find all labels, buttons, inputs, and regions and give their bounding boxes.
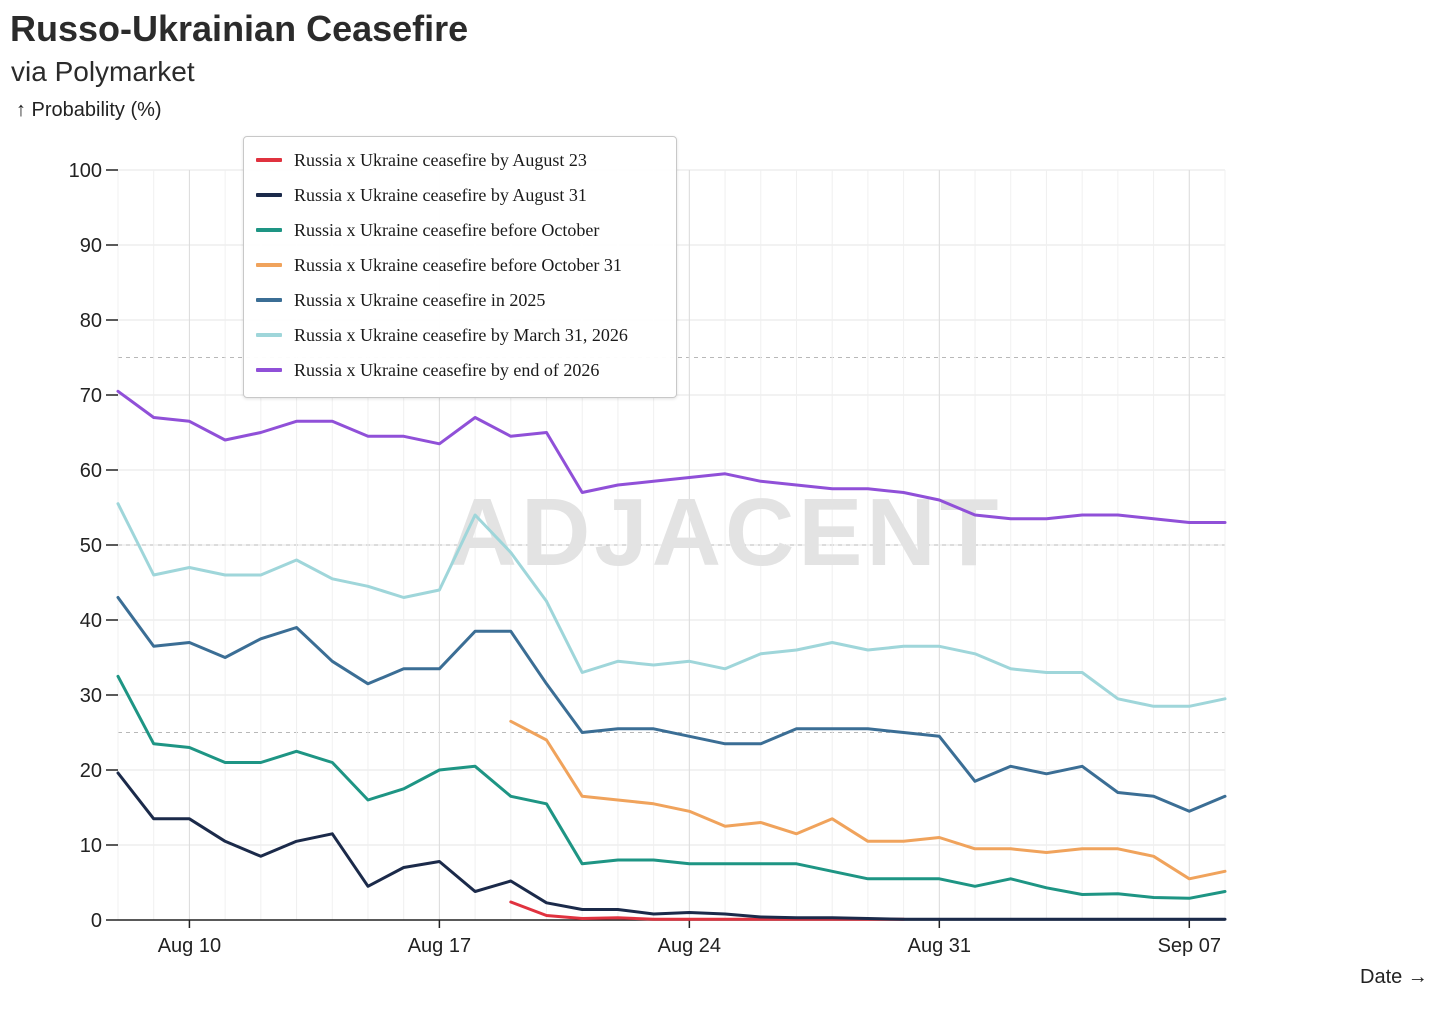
y-tick-label: 80 [80, 310, 102, 332]
legend-item[interactable]: Russia x Ukraine ceasefire by August 23 [256, 148, 587, 172]
y-tick-label: 0 [91, 910, 102, 932]
legend-swatch [256, 193, 282, 197]
y-tick-label: 100 [69, 160, 102, 182]
y-tick-label: 60 [80, 460, 102, 482]
legend-swatch [256, 368, 282, 372]
legend-item[interactable]: Russia x Ukraine ceasefire by end of 202… [256, 358, 599, 382]
x-tick-label: Sep 07 [1158, 935, 1221, 957]
series-line-5[interactable] [116, 596, 1227, 813]
legend-label: Russia x Ukraine ceasefire by August 23 [294, 149, 587, 170]
legend-label: Russia x Ukraine ceasefire before Octobe… [294, 254, 622, 275]
y-tick-label: 50 [80, 535, 102, 557]
x-tick-label: Aug 24 [658, 935, 721, 957]
legend-label: Russia x Ukraine ceasefire by August 31 [294, 184, 587, 205]
series-line-7[interactable] [116, 389, 1227, 524]
legend-item[interactable]: Russia x Ukraine ceasefire by March 31, … [256, 323, 628, 347]
legend-item[interactable]: Russia x Ukraine ceasefire by August 31 [256, 183, 587, 207]
series-line-2[interactable] [116, 771, 1227, 921]
chart-title: Russo-Ukrainian Ceasefire [10, 8, 469, 49]
axes: 0 10 20 30 40 50 60 70 80 90 100 Aug 10 Aug 17 Aug 24… [69, 160, 1225, 957]
legend-swatch [256, 158, 282, 162]
series-lines [116, 389, 1227, 921]
x-axis-label: Date → [1360, 966, 1428, 988]
legend-swatch [256, 333, 282, 337]
legend-swatch [256, 298, 282, 302]
watermark: ADJACENT [448, 479, 1003, 586]
series-line-6[interactable] [116, 502, 1227, 708]
y-tick-label: 20 [80, 760, 102, 782]
y-tick-label: 70 [80, 385, 102, 407]
legend-item[interactable]: Russia x Ukraine ceasefire before Octobe… [256, 218, 599, 242]
y-tick-label: 30 [80, 685, 102, 707]
y-tick-label: 40 [80, 610, 102, 632]
legend-item[interactable]: Russia x Ukraine ceasefire in 2025 [256, 288, 545, 312]
series-line-4[interactable] [509, 719, 1227, 881]
series-line-3[interactable] [116, 674, 1227, 900]
legend-item[interactable]: Russia x Ukraine ceasefire before Octobe… [256, 253, 622, 277]
legend-label: Russia x Ukraine ceasefire in 2025 [294, 289, 546, 310]
legend-label: Russia x Ukraine ceasefire by end of 202… [294, 359, 600, 380]
legend-label: Russia x Ukraine ceasefire before Octobe… [294, 219, 600, 240]
x-tick-label: Aug 17 [408, 935, 471, 957]
x-tick-label: Aug 31 [908, 935, 971, 957]
y-tick-label: 10 [80, 835, 102, 857]
x-tick-label: Aug 10 [158, 935, 221, 957]
chart-subtitle: via Polymarket [11, 56, 195, 87]
y-axis-label: ↑ Probability (%) [16, 99, 162, 121]
legend-swatch [256, 263, 282, 267]
legend: Russia x Ukraine ceasefire by August 23 R… [243, 136, 677, 398]
legend-label: Russia x Ukraine ceasefire by March 31, … [294, 324, 628, 345]
legend-swatch [256, 228, 282, 232]
y-tick-label: 90 [80, 235, 102, 257]
